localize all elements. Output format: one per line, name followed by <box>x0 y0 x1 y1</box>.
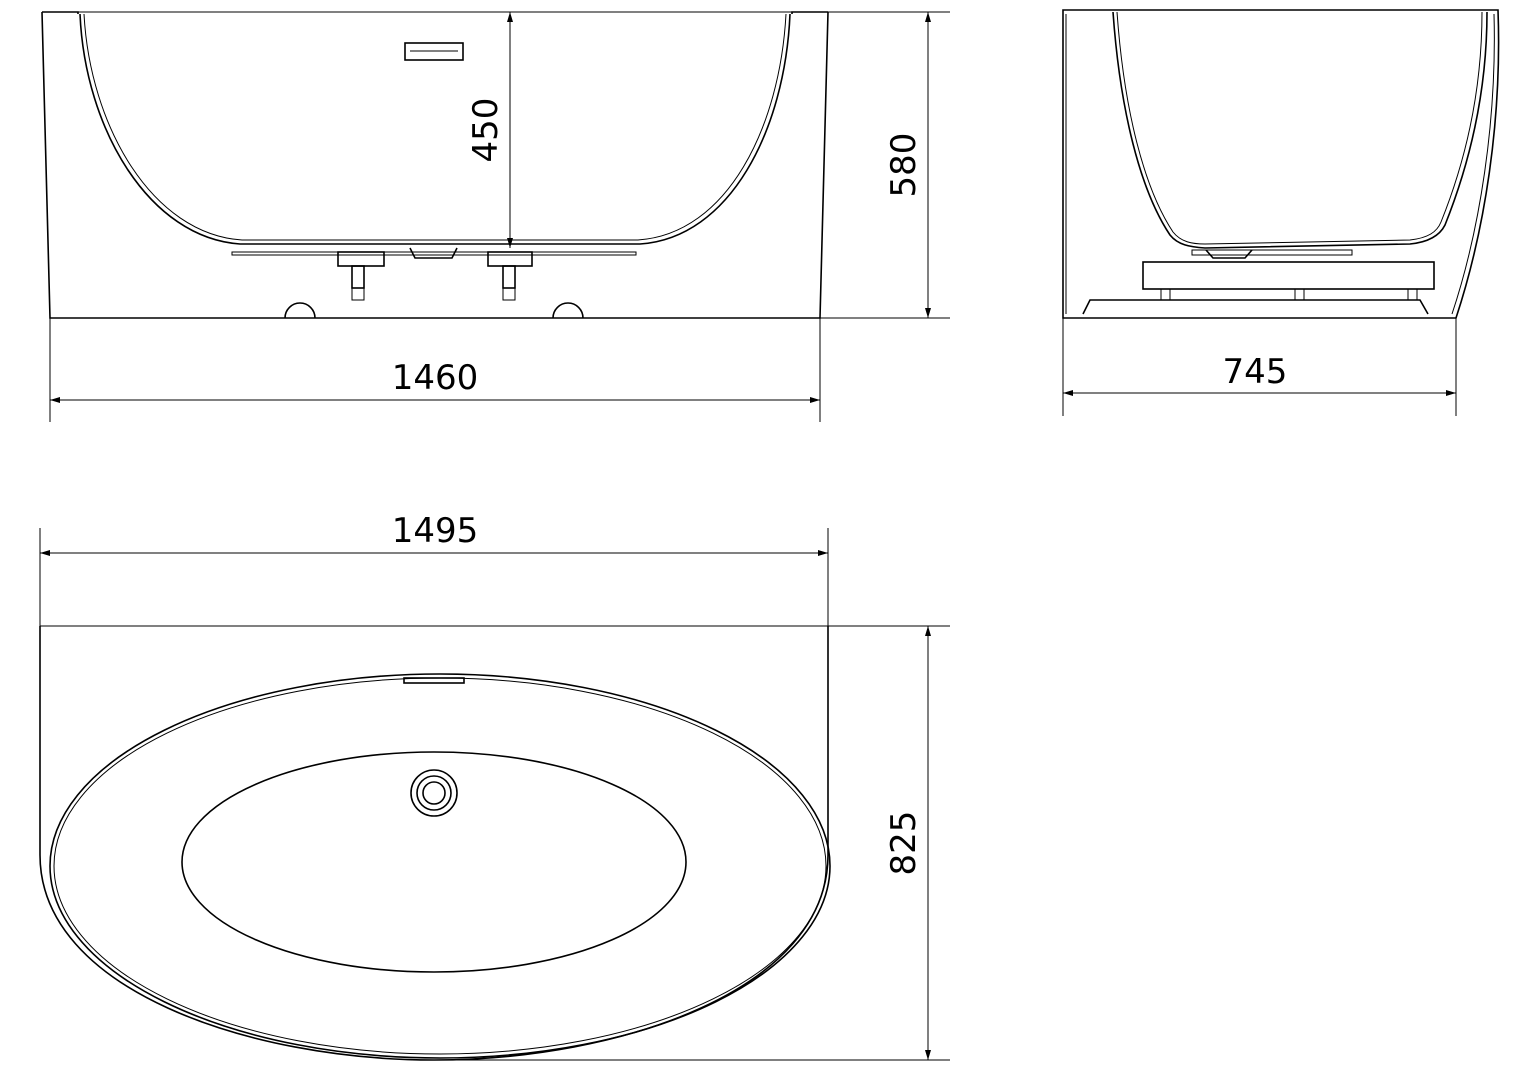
top-view <box>39 528 950 1061</box>
drain <box>410 769 458 817</box>
dimension-label: 450 <box>466 98 506 163</box>
dimension-1460: 1460 <box>50 358 820 403</box>
overflow-outlet <box>404 42 464 61</box>
overflow-outlet-top <box>403 677 465 684</box>
dimension-label: 745 <box>1223 352 1288 392</box>
tub-basin <box>181 751 687 973</box>
dimension-450: 450 <box>466 11 513 248</box>
dimension-label: 825 <box>884 811 924 876</box>
right-foot <box>487 251 533 301</box>
dimension-label: 580 <box>884 133 924 198</box>
dimension-580: 580 <box>884 11 931 318</box>
dimension-745: 745 <box>1063 352 1456 396</box>
dimension-1495: 1495 <box>40 511 828 556</box>
left-foot <box>337 251 385 301</box>
dimension-825: 825 <box>884 626 931 1060</box>
tub-rim <box>49 673 831 1059</box>
dimension-label: 1460 <box>392 358 479 398</box>
dimension-label: 1495 <box>392 511 479 551</box>
side-view <box>1062 9 1500 416</box>
front-view <box>41 11 950 422</box>
support-frame <box>1142 261 1435 290</box>
